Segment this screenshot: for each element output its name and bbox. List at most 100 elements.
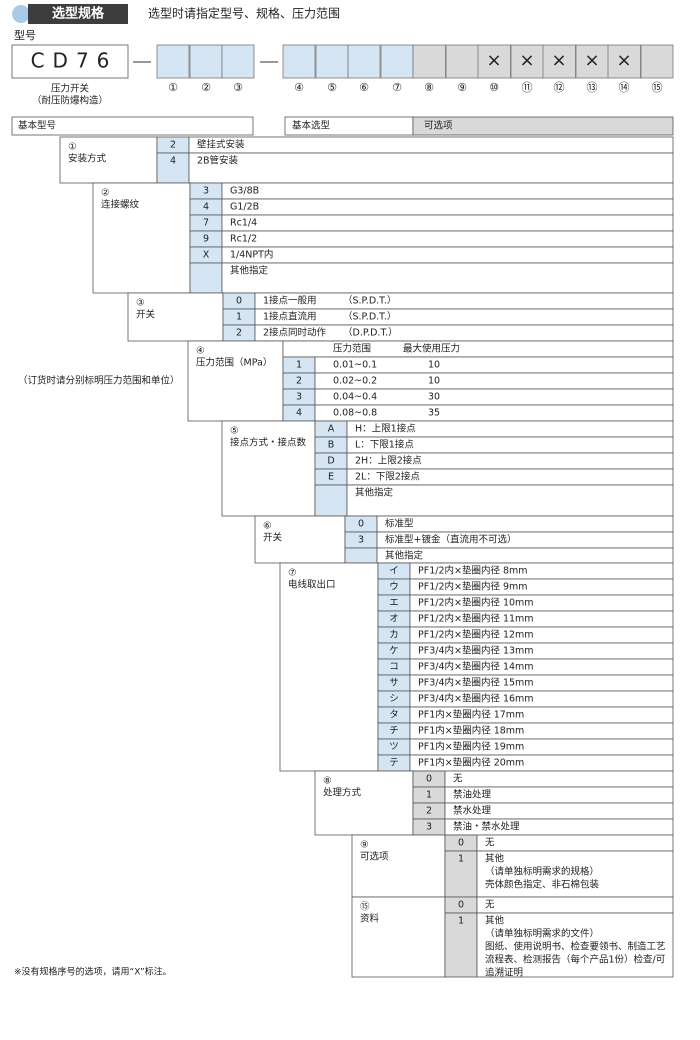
slot-box	[315, 44, 349, 79]
option-text: 禁水处理	[453, 805, 492, 817]
column-head: 压力范围	[333, 343, 371, 355]
option-text: PF3/4内×垫圈内径 13mm	[418, 645, 534, 657]
section-num: ②	[101, 188, 110, 199]
section-label-box	[351, 896, 446, 978]
option-spec: （S.P.D.T.）	[343, 295, 396, 307]
slot-label: ⑥	[359, 81, 369, 94]
option-text: 2L：下限2接点	[355, 471, 420, 483]
section-title: 接点方式・接点数	[230, 437, 307, 449]
slot-label: ⑧	[424, 81, 434, 94]
option-code: 0	[458, 838, 464, 849]
option-max: 10	[428, 360, 440, 371]
section-num: ⑮	[360, 902, 370, 913]
slot-box	[380, 44, 414, 79]
option-text: PF3/4内×垫圈内径 15mm	[418, 677, 534, 689]
section-num: ⑥	[263, 521, 272, 532]
code-cell	[189, 262, 223, 294]
model-name: （耐压防爆构造）	[32, 95, 108, 107]
option-text: 其他指定	[355, 487, 394, 499]
row-cell	[221, 246, 674, 264]
slot-label: ⑮	[652, 81, 663, 94]
option-text: L：下限1接点	[355, 439, 414, 451]
section-title: 安装方式	[68, 153, 107, 165]
slot-mark: ×	[584, 50, 599, 71]
option-code: 7	[203, 218, 209, 229]
row-cell	[254, 308, 674, 326]
option-code: 2	[236, 328, 242, 339]
option-code: 3	[296, 392, 302, 403]
slot-box	[412, 44, 446, 79]
option-text: PF1内×垫圈内径 18mm	[418, 725, 524, 737]
model-name: 压力开关	[51, 83, 90, 95]
row-cell	[221, 230, 674, 248]
section-num: ①	[68, 142, 77, 153]
option-code: 3	[426, 822, 432, 833]
option-text: PF1内×垫圈内径 19mm	[418, 741, 524, 753]
option-code: オ	[389, 614, 399, 625]
option-range: 0.02~0.2	[333, 376, 377, 387]
option-code: タ	[389, 710, 399, 721]
row-cell	[476, 912, 674, 978]
option-code: 0	[236, 296, 242, 307]
slot-box	[347, 44, 381, 79]
option-code: ウ	[389, 582, 399, 593]
option-text: 禁油・禁水处理	[453, 821, 520, 833]
slot-label: ⑨	[457, 81, 467, 94]
option-code: ツ	[389, 742, 399, 753]
row-cell	[221, 262, 674, 294]
row-cell	[254, 292, 674, 310]
section-label-box	[187, 340, 284, 422]
option-code: 3	[203, 186, 209, 197]
option-code: チ	[389, 726, 399, 737]
option-text: PF1/2内×垫圈内径 9mm	[418, 581, 528, 593]
option-code: 1	[296, 360, 302, 371]
option-code: 3	[358, 535, 364, 546]
row-cell	[476, 850, 674, 898]
badge-text: 选型规格	[52, 6, 105, 22]
option-text: 标准型+镀金（直流用不可选）	[385, 534, 516, 546]
option-max: 30	[428, 392, 440, 403]
option-code: 4	[203, 202, 209, 213]
header-text: 基本选型	[292, 120, 331, 132]
option-text: （请单独标明需求的文件）	[485, 928, 599, 940]
row-cell	[476, 896, 674, 914]
option-code: B	[328, 440, 335, 451]
option-text: 标准型	[385, 518, 414, 530]
section-title: 电线取出口	[288, 579, 336, 591]
option-code: サ	[389, 678, 399, 689]
option-code: X	[203, 250, 210, 261]
slot-label: ④	[294, 81, 304, 94]
column-head: 最大使用压力	[403, 343, 460, 355]
code-cell	[444, 912, 478, 978]
header-cell	[412, 116, 674, 136]
section-title: 开关	[263, 532, 283, 544]
option-text: 无	[485, 838, 495, 849]
slot-label: ⑩	[489, 81, 499, 94]
option-code: カ	[389, 630, 399, 641]
option-code: エ	[389, 598, 399, 609]
section-title: 资料	[360, 913, 380, 925]
option-text: PF1内×垫圈内径 20mm	[418, 757, 524, 769]
slot-box	[282, 44, 316, 79]
option-code: 2	[170, 140, 176, 151]
slot-label: ⑤	[327, 81, 337, 94]
model-code: CD76	[31, 49, 118, 73]
option-code: 1	[458, 916, 464, 927]
header-note: 选型时请指定型号、规格、压力范围	[148, 6, 340, 21]
option-text: Rc1/4	[230, 218, 257, 229]
option-text: 1接点直流用	[263, 311, 317, 323]
header-cell	[11, 116, 254, 136]
section-note: （订货时请分别标明压力范围和单位）	[18, 375, 180, 387]
slot-box	[221, 44, 255, 79]
option-text: 1接点一般用	[263, 295, 317, 307]
option-text: 壁挂式安装	[197, 139, 245, 151]
option-text: 禁油处理	[453, 789, 492, 801]
option-range: 0.04~0.4	[333, 392, 377, 403]
option-text: 无	[453, 774, 463, 785]
row-cell	[444, 770, 674, 788]
slot-box	[445, 44, 479, 79]
section-num: ⑤	[230, 426, 239, 437]
slot-box	[189, 44, 223, 79]
option-text: G1/2B	[230, 202, 259, 213]
option-text: （请单独标明需求的规格）	[485, 866, 599, 878]
